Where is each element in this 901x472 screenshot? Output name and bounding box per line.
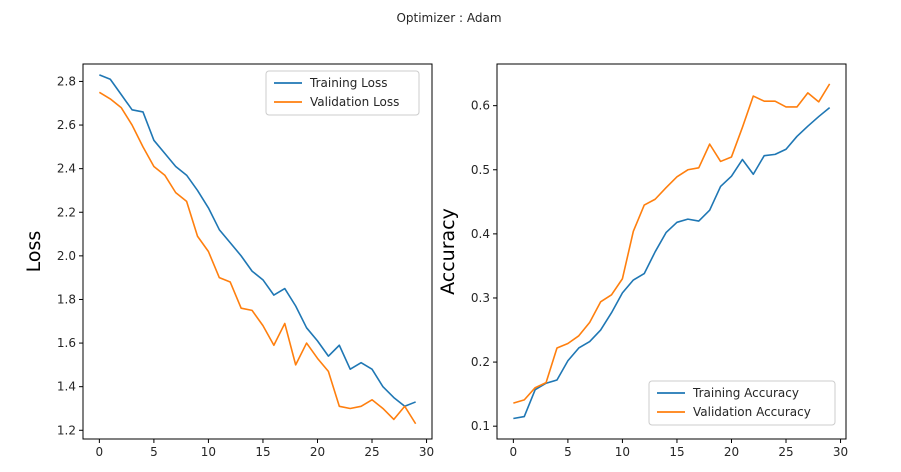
loss-series-layer	[98, 74, 417, 425]
accuracy-y-tick-label: 0.5	[471, 163, 490, 177]
loss-line-validation-loss	[98, 91, 417, 425]
loss-y-tick-label: 2.2	[57, 205, 76, 219]
loss-chart: 0 5 10 15 20 25 30 1.2 1.4 1.6 1.8 2.0 2.2 2.4 2.6 2.8…	[23, 63, 434, 459]
loss-x-tick-label: 25	[364, 445, 379, 459]
loss-plot-frame	[82, 63, 433, 440]
loss-y-tick-label: 2.6	[57, 118, 76, 132]
loss-legend-box	[265, 70, 420, 116]
loss-legend: Training Loss Validation Loss	[265, 70, 420, 116]
loss-y-tick-label: 1.8	[57, 292, 76, 306]
loss-x-tick-label: 30	[419, 445, 434, 459]
loss-legend-label-training-loss: Training Loss	[309, 76, 387, 90]
accuracy-x-tick-label: 30	[833, 445, 848, 459]
loss-x-tick-label: 10	[201, 445, 216, 459]
loss-y-tick-label: 2.8	[57, 74, 76, 88]
accuracy-x-tick-label: 15	[669, 445, 684, 459]
accuracy-legend-label-training-accuracy: Training Accuracy	[692, 386, 799, 400]
accuracy-x-tick-label: 20	[724, 445, 739, 459]
accuracy-y-tick-label: 0.2	[471, 355, 490, 369]
accuracy-x-tick-label: 5	[564, 445, 572, 459]
accuracy-series-layer	[513, 83, 831, 420]
loss-legend-label-validation-loss: Validation Loss	[310, 95, 399, 109]
accuracy-plot-frame	[496, 63, 847, 440]
accuracy-y-axis: 0.1 0.2 0.3 0.4 0.5 0.6	[471, 99, 497, 433]
accuracy-y-tick-label: 0.6	[471, 99, 490, 113]
accuracy-x-axis: 0 5 10 15 20 25 30	[510, 439, 848, 459]
accuracy-y-axis-label: Accuracy	[437, 208, 459, 295]
accuracy-chart: 0 5 10 15 20 25 30 0.1 0.2 0.3 0.4 0.5 0.6 Accuracy…	[437, 63, 848, 459]
accuracy-x-tick-label: 0	[510, 445, 518, 459]
loss-y-tick-label: 2.4	[57, 162, 76, 176]
accuracy-line-validation-accuracy	[513, 83, 831, 404]
loss-y-axis: 1.2 1.4 1.6 1.8 2.0 2.2 2.4 2.6 2.8	[57, 74, 83, 437]
accuracy-y-tick-label: 0.3	[471, 291, 490, 305]
figure-title: Optimizer : Adam	[396, 11, 501, 25]
loss-x-tick-label: 0	[96, 445, 104, 459]
loss-x-tick-label: 15	[255, 445, 270, 459]
accuracy-y-tick-label: 0.1	[471, 419, 490, 433]
loss-y-axis-label: Loss	[23, 231, 45, 273]
accuracy-y-tick-label: 0.4	[471, 227, 490, 241]
loss-y-tick-label: 2.0	[57, 249, 76, 263]
accuracy-x-tick-label: 10	[615, 445, 630, 459]
loss-x-tick-label: 5	[150, 445, 158, 459]
loss-y-tick-label: 1.2	[57, 423, 76, 437]
accuracy-x-tick-label: 25	[778, 445, 793, 459]
accuracy-line-training-accuracy	[513, 106, 831, 420]
accuracy-legend-label-validation-accuracy: Validation Accuracy	[693, 405, 811, 419]
loss-line-training-loss	[99, 74, 416, 408]
loss-x-tick-label: 20	[310, 445, 325, 459]
accuracy-legend-box	[648, 380, 836, 426]
loss-x-axis: 0 5 10 15 20 25 30	[96, 439, 434, 459]
loss-y-tick-label: 1.4	[57, 380, 76, 394]
loss-y-tick-label: 1.6	[57, 336, 76, 350]
accuracy-legend: Training Accuracy Validation Accuracy	[648, 380, 836, 426]
